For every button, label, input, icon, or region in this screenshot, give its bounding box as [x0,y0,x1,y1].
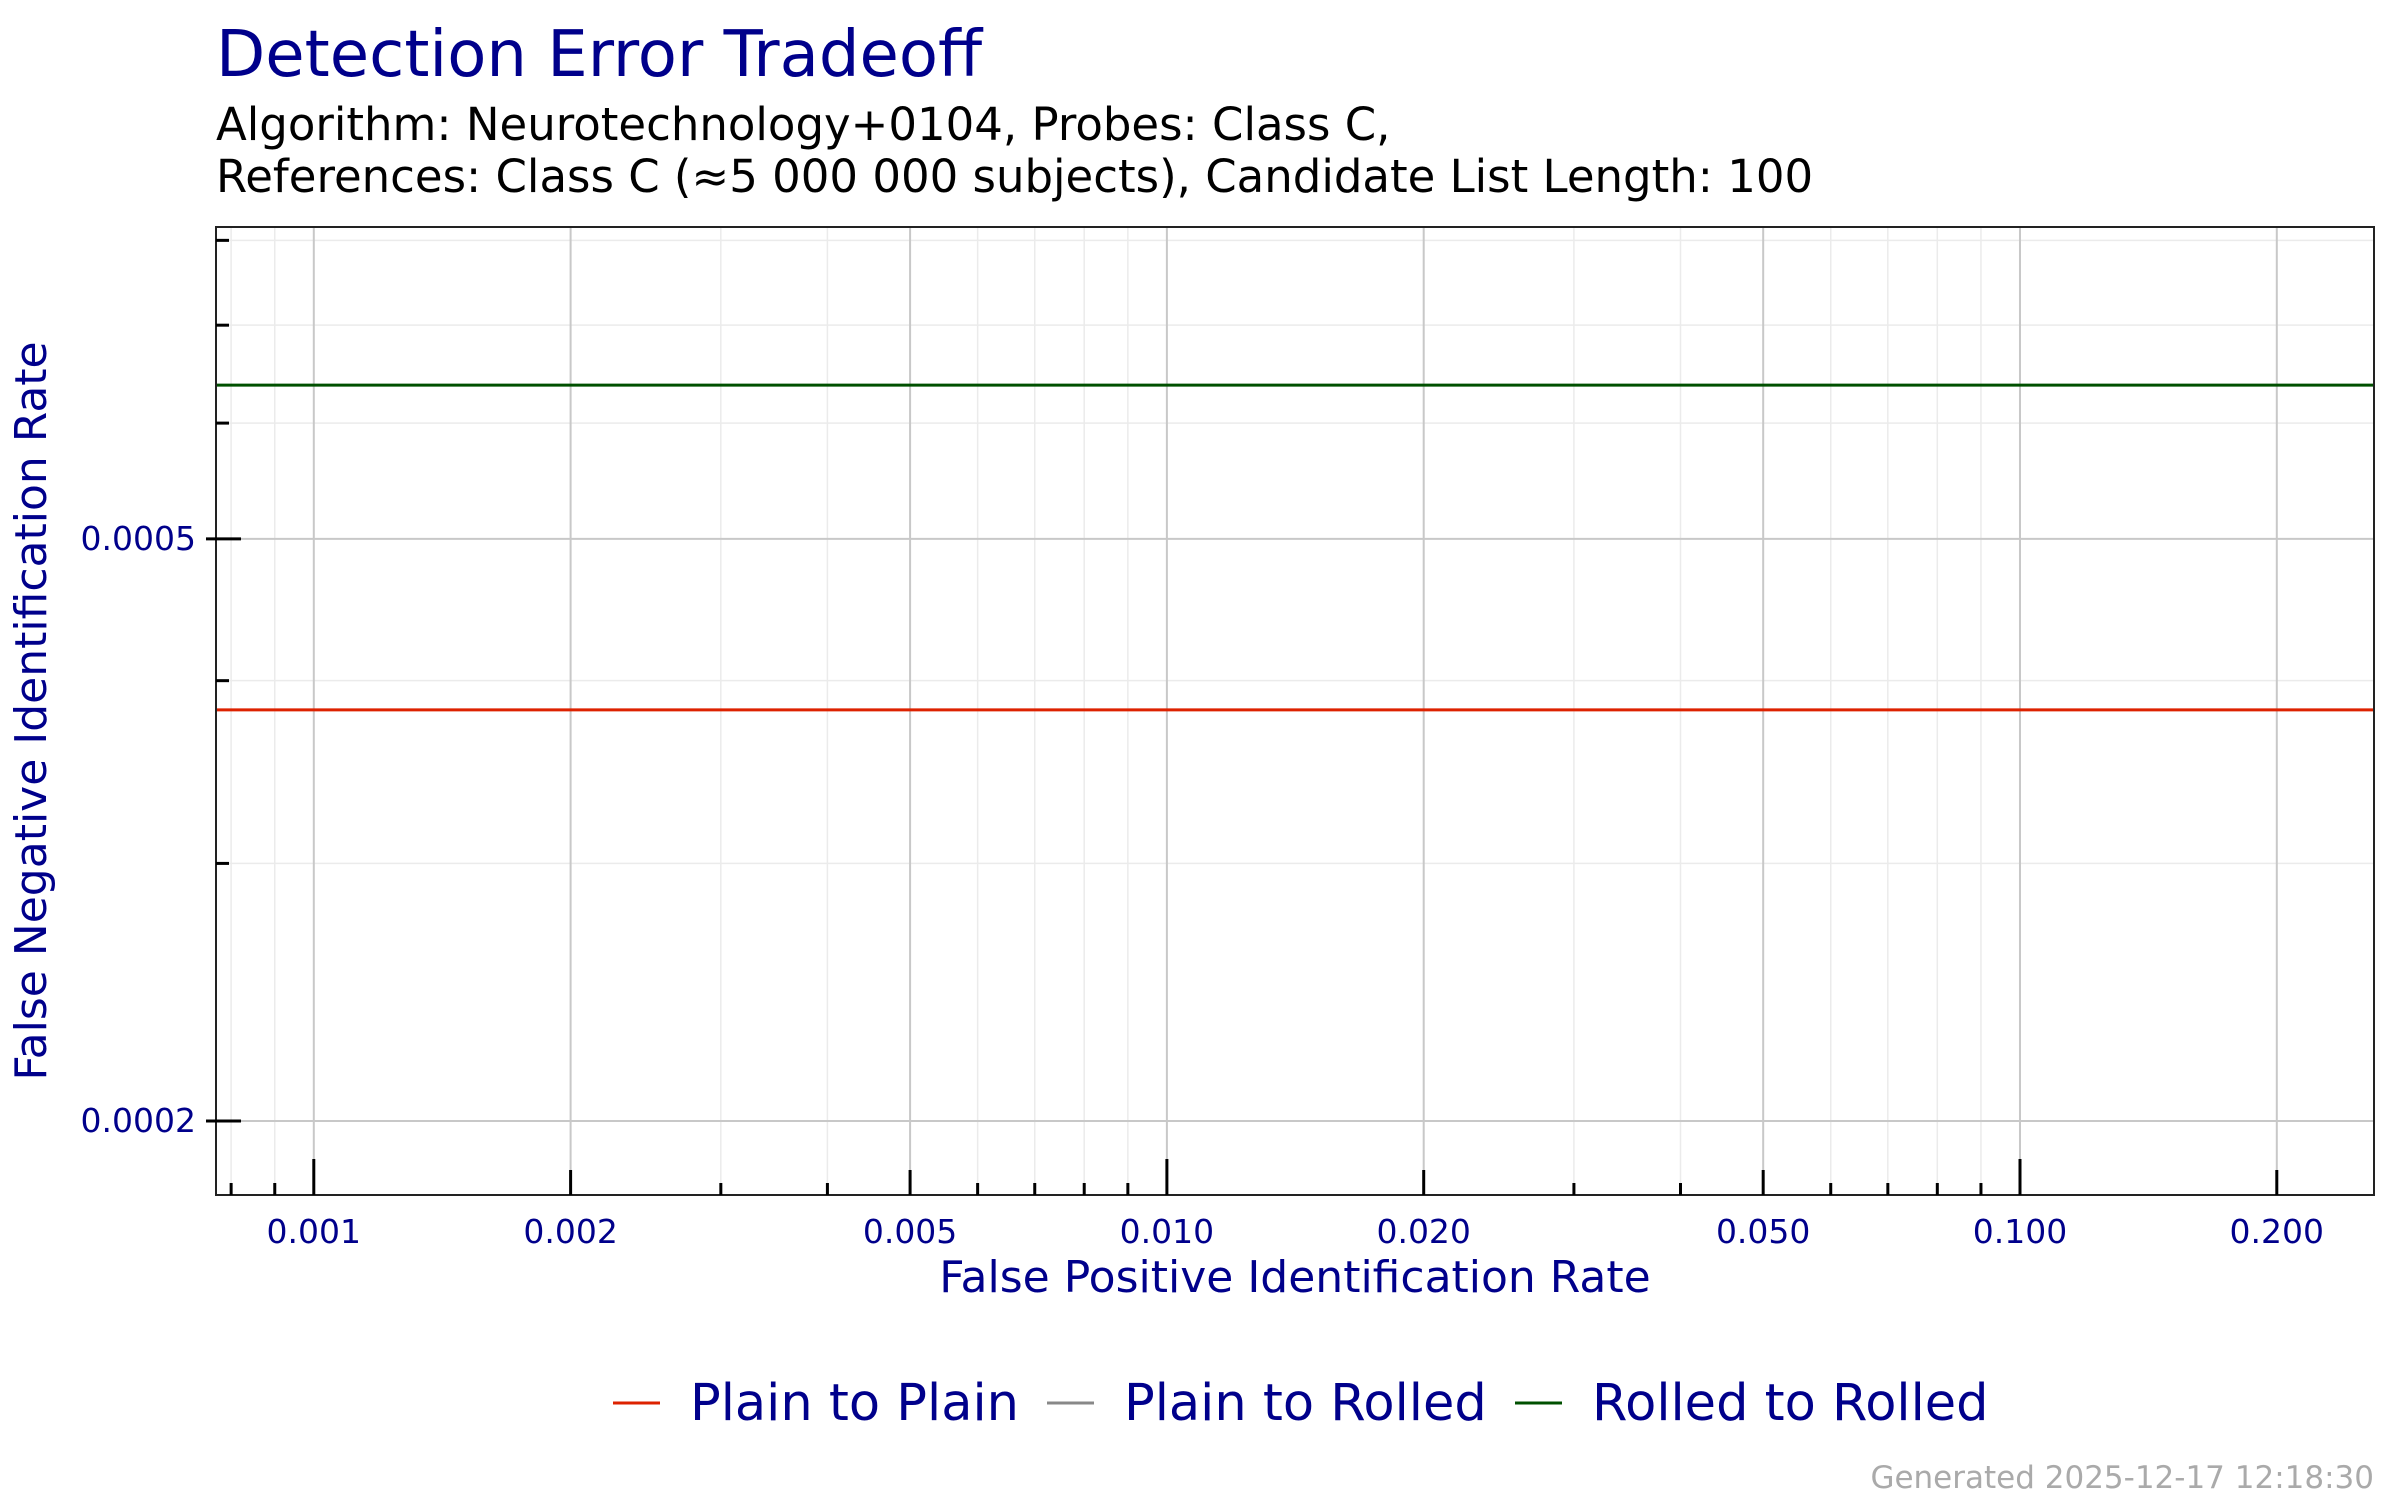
legend-label: Plain to Plain [690,1374,1019,1433]
x-axis-label: False Positive Identification Rate [939,1252,1650,1303]
chart-subtitle: Algorithm: Neurotechnology+0104, Probes:… [216,98,1390,151]
y-tick-label: 0.0005 [81,519,196,558]
x-tick-label: 0.050 [1716,1212,1810,1251]
y-axis-label: False Negative Identification Rate [6,341,57,1080]
footer: Generated 2025-12-17 12:18:30 [1870,1460,2374,1496]
x-tick-label: 0.005 [863,1212,957,1251]
chart-title: Detection Error Tradeoff [216,18,984,92]
x-tick-label: 0.100 [1973,1212,2067,1251]
legend-label: Plain to Rolled [1124,1374,1487,1433]
x-tick-label: 0.002 [523,1212,617,1251]
x-tick-label: 0.001 [267,1212,361,1251]
x-tick-label: 0.200 [2230,1212,2324,1251]
legend-label: Rolled to Rolled [1592,1374,1989,1433]
x-tick-label: 0.020 [1376,1212,1470,1251]
x-tick-label: 0.010 [1120,1212,1214,1251]
chart-subtitle: References: Class C (≈5 000 000 subjects… [216,150,1813,203]
y-tick-label: 0.0002 [81,1101,196,1140]
plot-frame [215,226,2375,1196]
